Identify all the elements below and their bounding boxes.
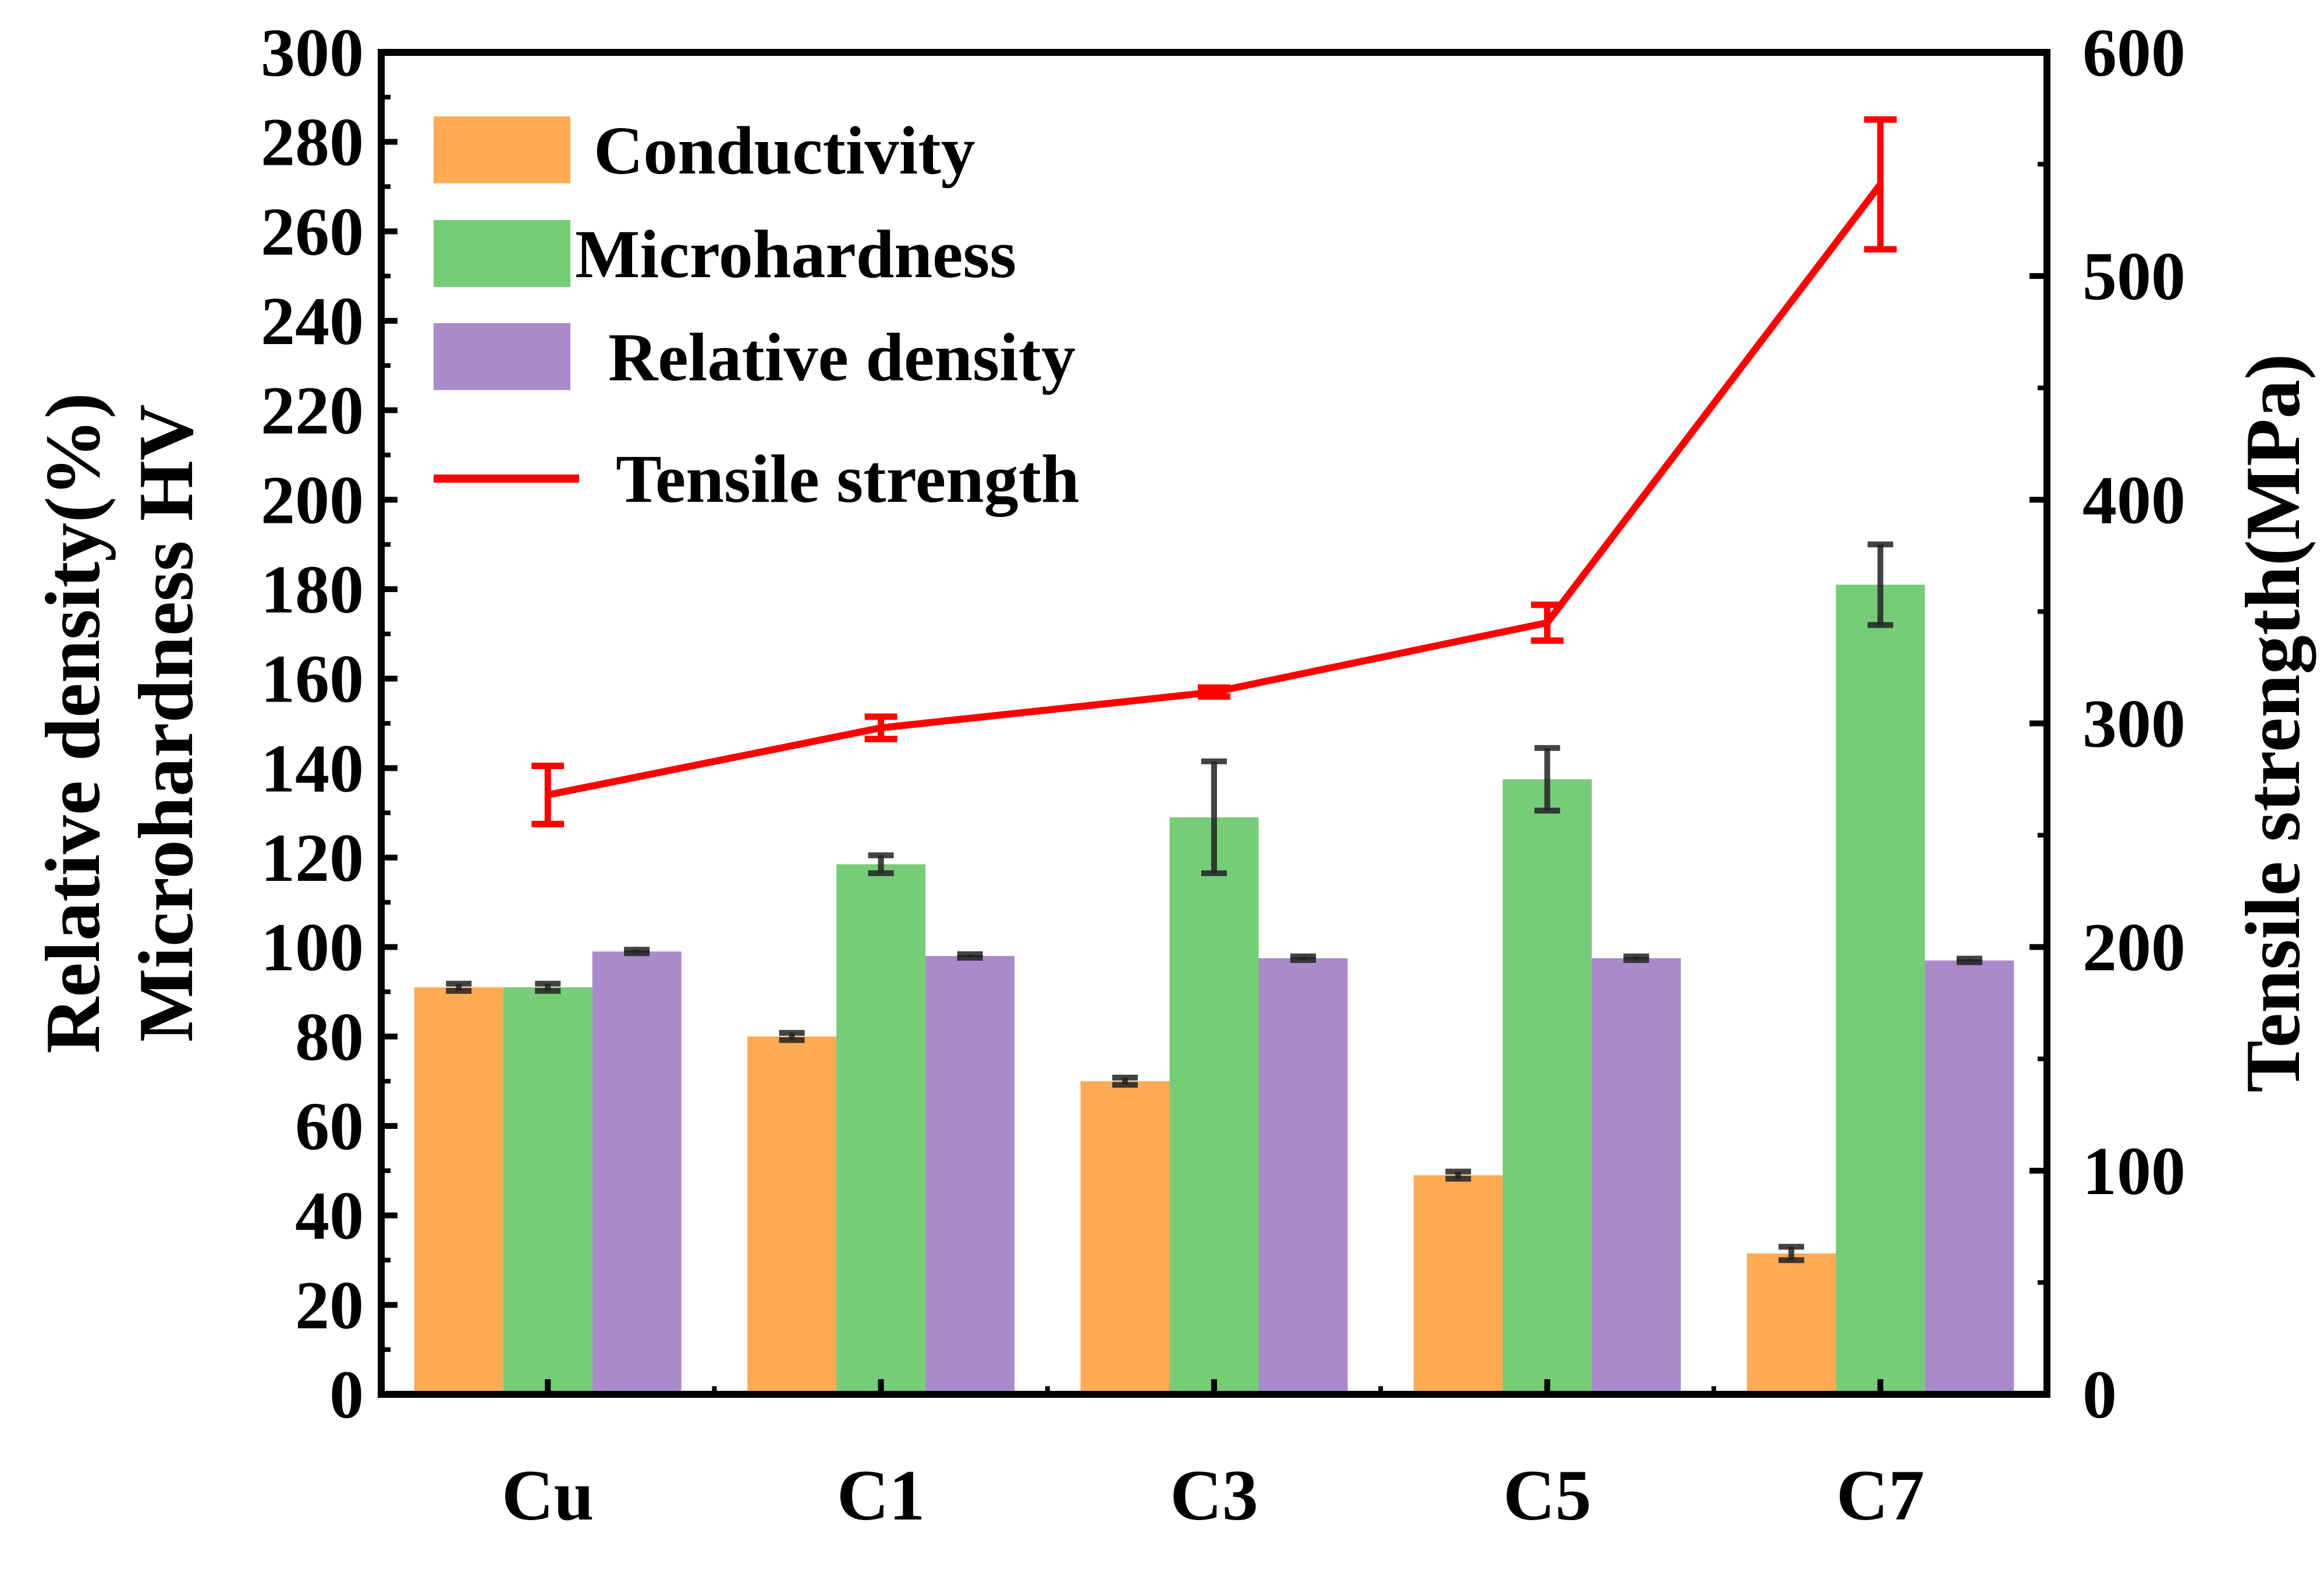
bar-microhardness-c1: [836, 864, 926, 1394]
legend-swatch-conductivity: [434, 116, 570, 183]
bar-conductivity-c1: [747, 1036, 837, 1394]
legend: Conductivity Microhardness Relative dens…: [434, 112, 1080, 517]
left-tick-label: 0: [329, 1357, 364, 1433]
tensile-error-bar-c7: [1864, 116, 1897, 253]
left-tick-label: 80: [295, 998, 364, 1075]
legend-label-microhardness: Microhardness: [575, 216, 1016, 292]
right-tick-label: 0: [2082, 1357, 2117, 1433]
tensile-error-bar-c1: [864, 713, 897, 742]
error-bar-microhardness-cu: [535, 980, 561, 994]
tensile-error-bar-c5: [1531, 601, 1564, 644]
left-axis-title-line2: Microhardness HV: [123, 404, 209, 1042]
bar-relative-density-c5: [1591, 958, 1681, 1394]
error-bar-microhardness-c5: [1534, 745, 1560, 814]
x-tick-label-c5: C5: [1503, 1455, 1592, 1535]
right-tick-label: 500: [2082, 238, 2185, 314]
x-tick-label-c7: C7: [1836, 1455, 1925, 1535]
tensile-error-bar-c3: [1198, 684, 1230, 700]
error-bar-relative-density-c7: [1956, 955, 1982, 965]
axis-labels: 0 20 40 60 80 100 120 140 160 180 200 220 240 260 280 3…: [261, 15, 2185, 1535]
x-tick-label-c3: C3: [1170, 1455, 1258, 1535]
bar-relative-density-cu: [592, 951, 682, 1394]
left-tick-label: 20: [295, 1267, 364, 1343]
x-tick-label-cu: Cu: [502, 1455, 594, 1535]
left-tick-label: 120: [261, 820, 364, 896]
error-bar-conductivity-c1: [779, 1030, 805, 1043]
bars-layer: [414, 541, 2014, 1394]
error-bar-conductivity-cu: [446, 980, 472, 994]
bar-microhardness-cu: [503, 987, 592, 1394]
left-tick-label: 240: [261, 283, 364, 359]
bar-relative-density-c7: [1925, 960, 2014, 1394]
bar-microhardness-c7: [1836, 585, 1925, 1394]
right-tick-label: 100: [2082, 1133, 2185, 1209]
error-bar-relative-density-c1: [957, 951, 983, 961]
error-bar-relative-density-c5: [1623, 953, 1649, 963]
bar-relative-density-c3: [1258, 958, 1348, 1394]
left-axis-title-line1: Relative density(%): [30, 392, 116, 1053]
left-tick-label: 200: [261, 462, 364, 538]
error-bar-relative-density-cu: [624, 947, 650, 957]
bar-conductivity-c3: [1080, 1081, 1170, 1394]
right-tick-label: 200: [2082, 909, 2185, 986]
right-tick-label: 300: [2082, 686, 2185, 762]
bar-relative-density-c1: [925, 956, 1015, 1394]
legend-label-relative-density: Relative density: [608, 319, 1076, 395]
bar-conductivity-c5: [1413, 1175, 1503, 1394]
left-tick-label: 60: [295, 1088, 364, 1164]
right-axis-title: Tensile strength(MPa): [2230, 353, 2316, 1092]
legend-swatch-microhardness: [434, 220, 570, 287]
left-tick-label: 100: [261, 909, 364, 986]
error-bar-relative-density-c3: [1290, 953, 1316, 963]
left-tick-label: 180: [261, 551, 364, 628]
left-tick-label: 260: [261, 193, 364, 270]
bar-microhardness-c5: [1502, 779, 1592, 1394]
legend-swatch-relative-density: [434, 323, 570, 390]
right-tick-label: 600: [2082, 15, 2185, 91]
error-bar-microhardness-c1: [868, 852, 894, 876]
legend-label-tensile-strength: Tensile strength: [616, 441, 1080, 517]
left-tick-label: 160: [261, 641, 364, 717]
x-tick-label-c1: C1: [837, 1455, 925, 1535]
tensile-error-bar-cu: [531, 762, 565, 827]
tensile-strength-line-layer: [531, 116, 1897, 827]
left-tick-label: 280: [261, 104, 364, 180]
left-tick-label: 300: [261, 15, 364, 91]
axis-ticks: [381, 49, 2047, 1397]
error-bar-conductivity-c7: [1778, 1244, 1804, 1263]
error-bar-microhardness-c3: [1201, 758, 1227, 876]
error-bar-microhardness-c7: [1867, 541, 1893, 628]
bar-conductivity-cu: [414, 987, 503, 1394]
left-tick-label: 40: [295, 1178, 364, 1254]
right-tick-label: 400: [2082, 462, 2185, 538]
left-tick-label: 220: [261, 373, 364, 449]
bar-microhardness-c3: [1169, 817, 1259, 1394]
error-bar-conductivity-c3: [1112, 1075, 1138, 1088]
legend-label-conductivity: Conductivity: [594, 112, 975, 189]
bar-conductivity-c7: [1747, 1253, 1836, 1394]
left-tick-label: 140: [261, 730, 364, 806]
error-bar-conductivity-c5: [1445, 1168, 1471, 1182]
